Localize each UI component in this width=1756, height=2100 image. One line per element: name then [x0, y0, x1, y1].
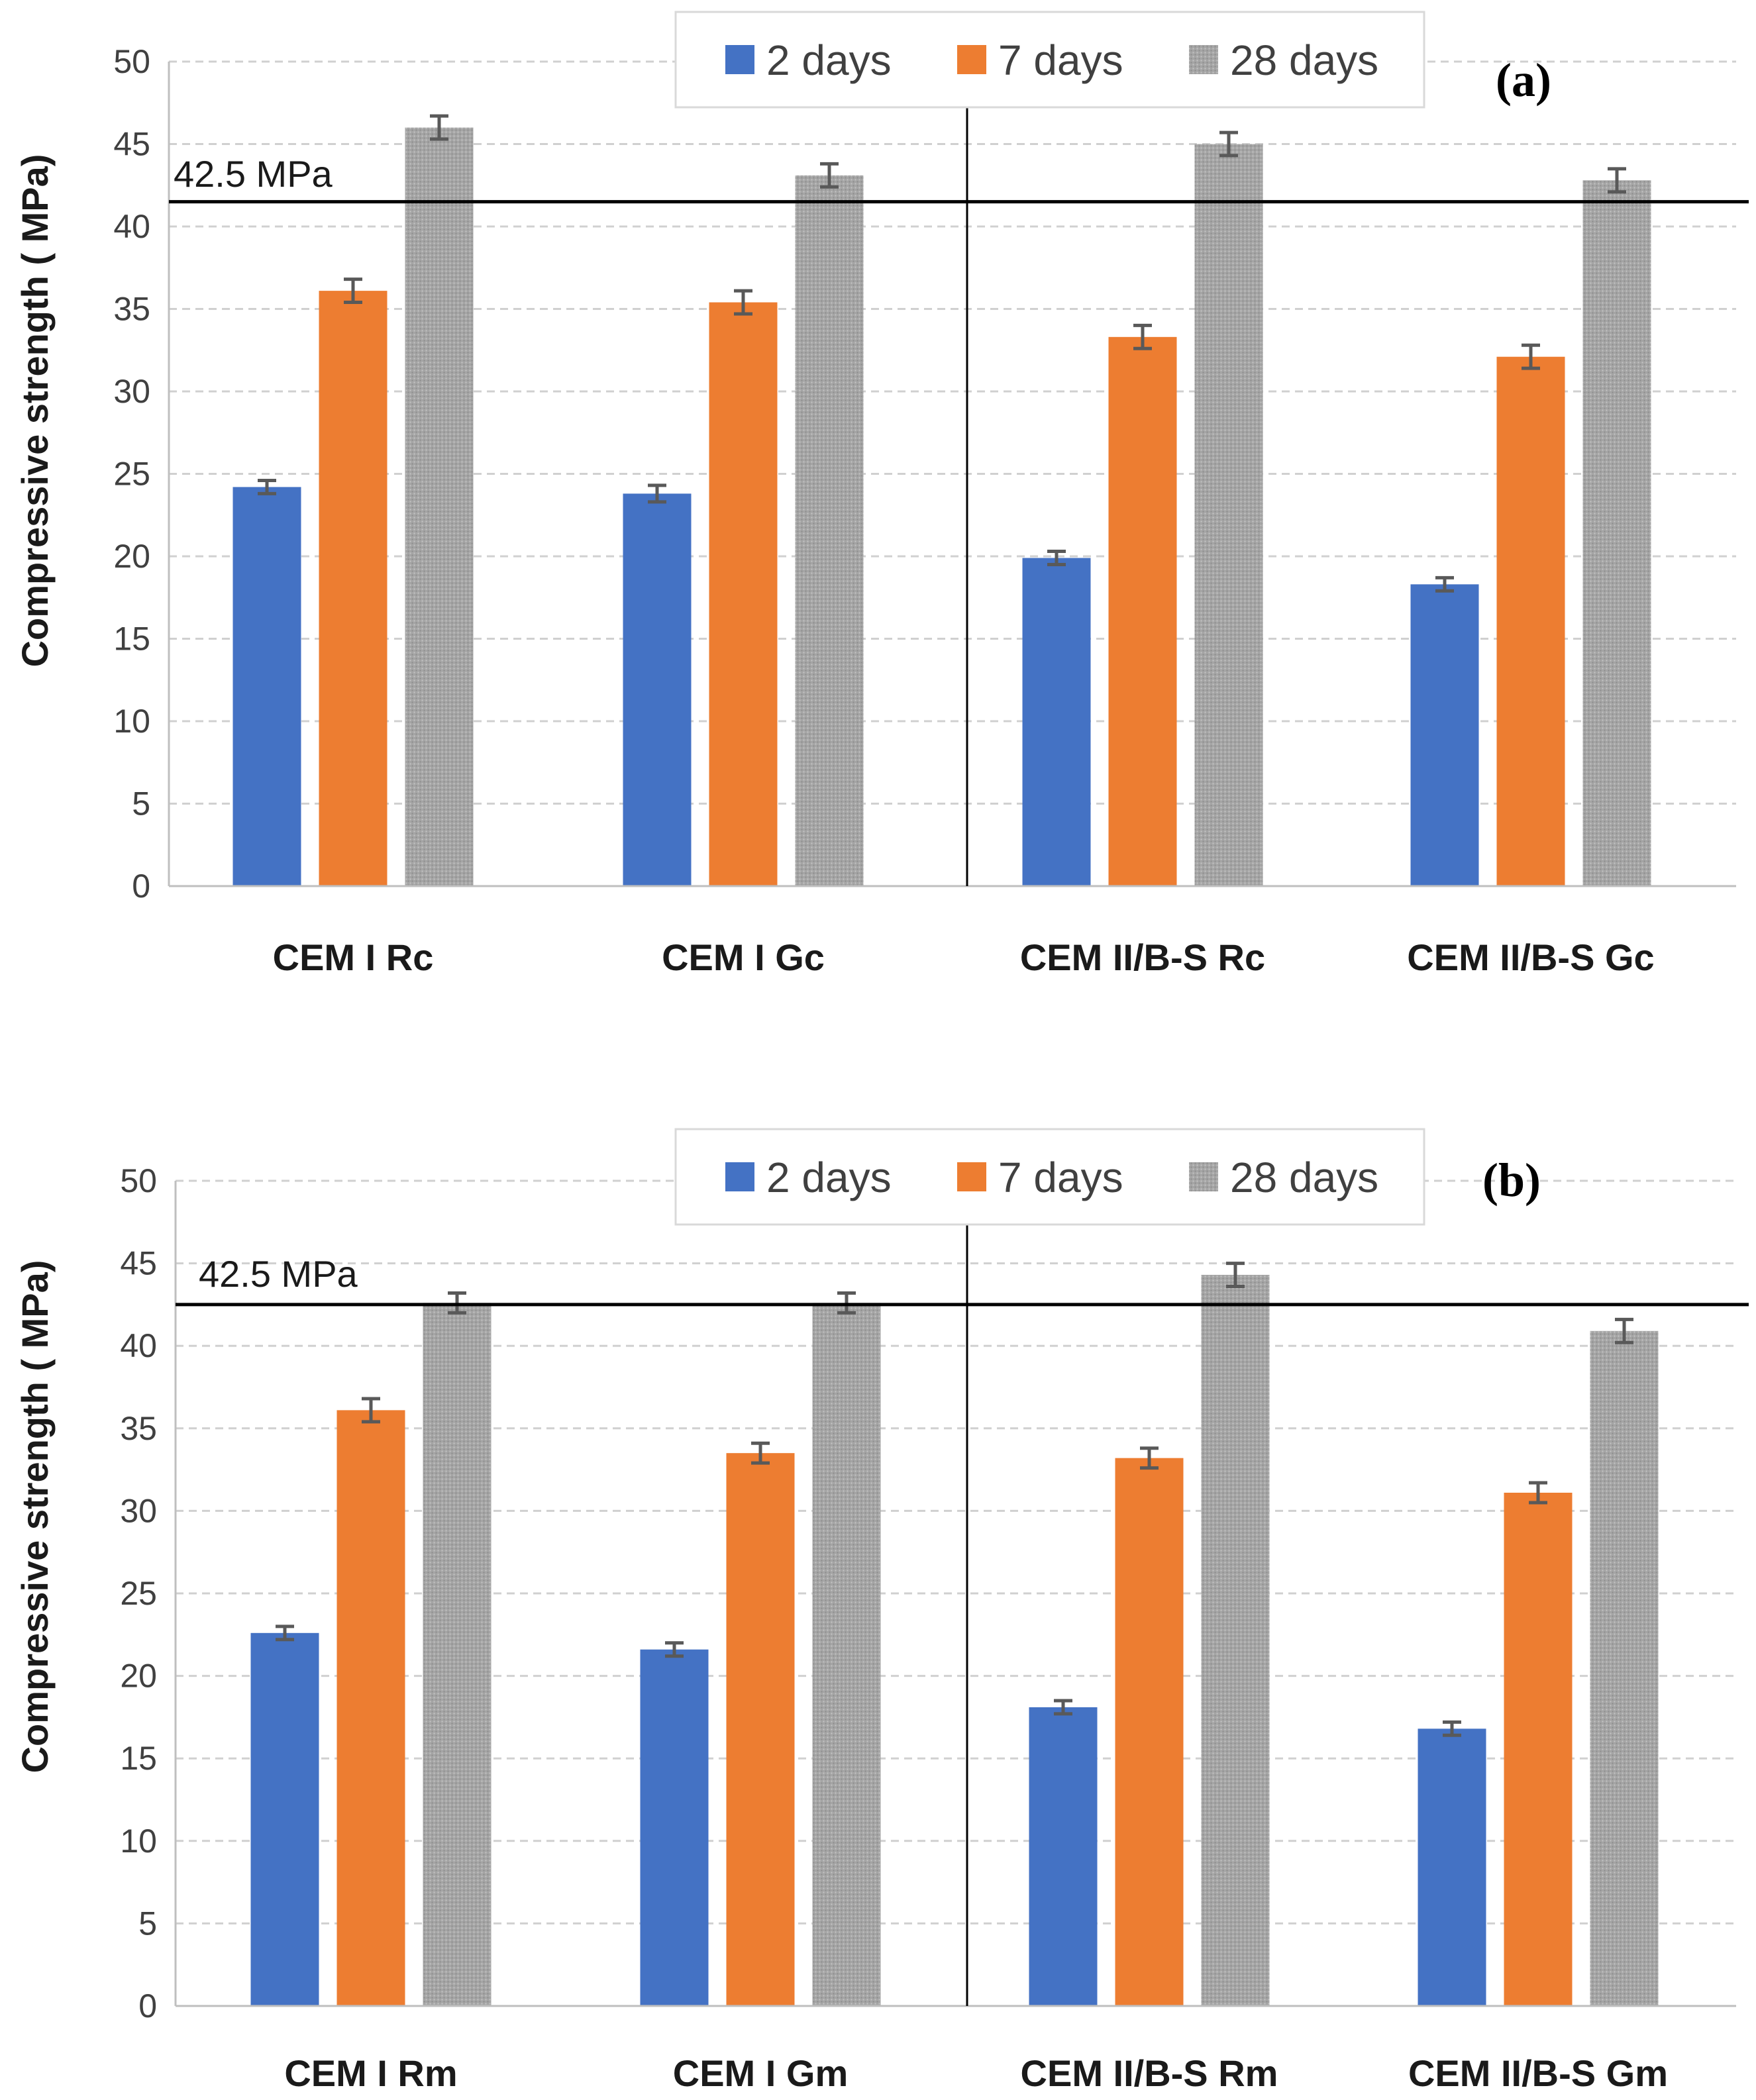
bar-2-days — [250, 1632, 319, 2006]
bar-7-days — [319, 291, 387, 886]
legend-label: 2 days — [766, 36, 892, 84]
bar-2-days — [1029, 1707, 1098, 2006]
y-tick-label: 35 — [120, 1410, 157, 1447]
bar-28-days — [795, 175, 864, 886]
y-tick-label: 40 — [120, 1327, 157, 1364]
y-tick-label: 25 — [113, 456, 150, 493]
reference-line-label: 42.5 MPa — [199, 1253, 358, 1295]
bar-7-days — [1108, 336, 1177, 887]
category-label: CEM I Rc — [273, 936, 434, 978]
panel-label-a: (a) — [1496, 54, 1551, 107]
bar-28-days — [405, 127, 474, 887]
bar-7-days — [709, 302, 778, 886]
y-tick-labels: 0 5 10 15 20 25 30 35 40 45 50 — [113, 43, 150, 905]
bar-7-days — [1115, 1458, 1184, 2006]
bar-2-days — [640, 1649, 709, 2006]
legend-label: 7 days — [998, 36, 1123, 84]
axes — [174, 1181, 1749, 2007]
y-tick-label: 10 — [113, 703, 150, 740]
bar-7-days — [1504, 1492, 1573, 2006]
legend-label: 28 days — [1230, 1154, 1378, 1201]
bar-28-days — [423, 1303, 491, 2006]
legend-swatch — [725, 1162, 754, 1191]
error-bars — [276, 1262, 1633, 1737]
bar-28-days — [1590, 1330, 1659, 2006]
category-label: CEM I Rm — [284, 2052, 457, 2094]
category-labels: CEM I Rm CEM I Gm CEM II/B-S Rm CEM II/B-S … — [284, 2052, 1668, 2094]
y-tick-labels: 0 5 10 15 20 25 30 35 40 45 50 — [120, 1162, 157, 2025]
bar-2-days — [1410, 584, 1479, 886]
legend-swatch — [1189, 45, 1218, 74]
bar-7-days — [726, 1453, 795, 2006]
legend-label: 2 days — [766, 1154, 892, 1201]
y-tick-label: 20 — [113, 538, 150, 575]
bar-28-days — [1194, 144, 1263, 886]
bar-2-days — [1418, 1728, 1486, 2006]
bar-2-days — [1022, 558, 1091, 886]
y-tick-label: 10 — [120, 1823, 157, 1860]
bar-2-days — [623, 493, 692, 886]
bar-28-days — [812, 1303, 881, 2006]
legend-box — [674, 1128, 1425, 1226]
legend: 2 days 7 days 28 days — [674, 1128, 1425, 1226]
y-tick-label: 20 — [120, 1658, 157, 1695]
legend-box — [674, 11, 1425, 109]
category-label: CEM II/B-S Gc — [1407, 936, 1654, 978]
y-tick-label: 45 — [113, 126, 150, 163]
y-tick-label: 0 — [132, 868, 150, 905]
legend-swatch — [1189, 1162, 1218, 1191]
legend-label: 28 days — [1230, 36, 1378, 84]
category-label: CEM II/B-S Gm — [1408, 2052, 1668, 2094]
category-labels: CEM I Rc CEM I Gc CEM II/B-S Rc CEM II/B-S … — [273, 936, 1655, 978]
category-label: CEM II/B-S Rm — [1021, 2052, 1278, 2094]
axes — [168, 62, 1749, 887]
reference-line-label: 42.5 MPa — [174, 153, 333, 195]
y-tick-label: 25 — [120, 1575, 157, 1612]
y-tick-label: 40 — [113, 208, 150, 245]
category-label: CEM I Gc — [662, 936, 825, 978]
legend-swatch — [725, 45, 754, 74]
y-tick-label: 45 — [120, 1245, 157, 1282]
y-tick-label: 35 — [113, 291, 150, 328]
category-label: CEM II/B-S Rc — [1020, 936, 1265, 978]
legend-swatch — [957, 45, 986, 74]
y-tick-label: 0 — [138, 1987, 157, 2025]
y-tick-label: 5 — [132, 785, 150, 823]
category-label: CEM I Gm — [673, 2052, 848, 2094]
y-tick-label: 30 — [113, 373, 150, 410]
y-tick-label: 5 — [138, 1905, 157, 1942]
legend: 2 days 7 days 28 days — [674, 11, 1425, 109]
error-bars — [258, 114, 1626, 593]
legend-swatch — [957, 1162, 986, 1191]
legend-label: 7 days — [998, 1154, 1123, 1201]
y-axis-title: Compressive strength ( MPa) — [14, 154, 56, 668]
y-tick-label: 30 — [120, 1492, 157, 1529]
bar-28-days — [1582, 180, 1651, 886]
bar-7-days — [336, 1410, 405, 2006]
bar-28-days — [1201, 1275, 1270, 2006]
bar-2-days — [232, 487, 301, 886]
bars — [250, 1275, 1659, 2006]
y-tick-label: 50 — [120, 1162, 157, 1199]
bar-7-days — [1496, 356, 1565, 886]
y-tick-label: 50 — [113, 43, 150, 80]
gridlines — [176, 1179, 1736, 1925]
y-axis-title: Compressive strength ( MPa) — [14, 1260, 56, 1774]
bars — [232, 127, 1651, 887]
y-tick-label: 15 — [113, 621, 150, 658]
y-tick-label: 15 — [120, 1740, 157, 1777]
panel-label-b: (b) — [1482, 1154, 1541, 1207]
